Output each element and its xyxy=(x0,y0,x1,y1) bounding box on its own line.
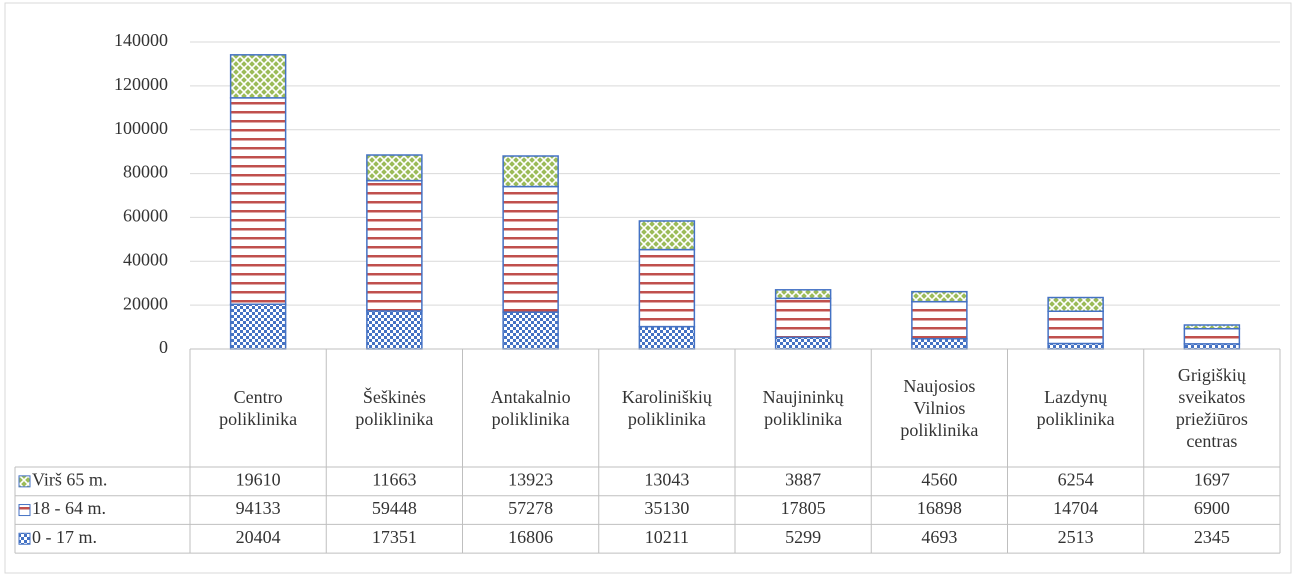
bar-segment xyxy=(502,311,559,350)
bar-segment xyxy=(366,154,423,182)
table-value: 13923 xyxy=(508,469,553,489)
bar-segment xyxy=(1047,296,1104,312)
legend-key xyxy=(18,532,31,545)
table-value: 5299 xyxy=(785,527,821,547)
table-value: 11663 xyxy=(372,469,416,489)
table-value: 1697 xyxy=(1194,469,1230,489)
table-value: 16898 xyxy=(917,498,962,518)
bar-segment xyxy=(638,325,696,350)
bar-segment xyxy=(638,220,696,251)
table-value: 59448 xyxy=(372,498,417,518)
table-value: 10211 xyxy=(645,527,689,547)
table-value: 4560 xyxy=(921,469,957,489)
legend-key xyxy=(18,504,31,517)
bar-segment xyxy=(366,310,423,350)
legend-label: 0 - 17 m. xyxy=(32,527,97,547)
legend-label: Virš 65 m. xyxy=(32,469,107,489)
table-value: 19610 xyxy=(236,469,281,489)
bar-segment xyxy=(229,303,287,350)
table-value: 35130 xyxy=(644,498,689,518)
category-label: Antakalnio poliklinika xyxy=(490,387,571,429)
bar-segment xyxy=(366,179,423,312)
bar-segment xyxy=(502,155,559,188)
bar-segment xyxy=(1047,310,1104,345)
table-value: 6900 xyxy=(1194,498,1230,518)
table-value: 13043 xyxy=(644,469,689,489)
bar-segment xyxy=(774,289,832,300)
bar-segment xyxy=(229,97,287,306)
category-label: Grigiškių sveikatos priežiūros centras xyxy=(1175,365,1248,451)
table-value: 94133 xyxy=(236,498,281,518)
y-tick-label: 140000 xyxy=(114,30,168,50)
table-value: 2513 xyxy=(1058,527,1094,547)
y-tick-label: 60000 xyxy=(123,206,168,226)
category-label: Lazdynų poliklinika xyxy=(1036,387,1115,429)
category-label: Karoliniškių poliklinika xyxy=(621,387,712,429)
category-label: Šeškinės poliklinika xyxy=(355,387,434,429)
y-tick-label: 80000 xyxy=(123,162,168,182)
bar-segment xyxy=(229,54,287,99)
bar-segment xyxy=(774,336,832,350)
bar-segment xyxy=(1183,327,1241,345)
table-value: 3887 xyxy=(785,469,821,489)
legend-label: 18 - 64 m. xyxy=(32,498,106,518)
category-label: Naujininkų poliklinika xyxy=(762,387,844,429)
category-label: Centro poliklinika xyxy=(219,387,298,429)
legend-key xyxy=(18,475,31,488)
bar-segment xyxy=(911,337,968,350)
table-value: 57278 xyxy=(508,498,553,518)
bar-segment xyxy=(638,248,696,328)
y-tick-label: 20000 xyxy=(123,293,168,313)
y-tick-label: 120000 xyxy=(114,74,168,94)
table-value: 4693 xyxy=(921,527,957,547)
bar-segment xyxy=(911,300,968,340)
table-value: 20404 xyxy=(236,527,281,547)
bar-segment xyxy=(774,297,832,339)
table-value: 17351 xyxy=(372,527,417,547)
chart-border xyxy=(4,2,1292,574)
table-value: 14704 xyxy=(1053,498,1098,518)
category-label: Naujosios Vilnios poliklinika xyxy=(900,376,979,440)
table-value: 2345 xyxy=(1194,527,1230,547)
table-value: 17805 xyxy=(781,498,826,518)
y-tick-label: 100000 xyxy=(114,118,168,138)
bar-segment xyxy=(911,290,968,303)
bar-segment xyxy=(502,185,559,313)
bar-segment xyxy=(1183,324,1241,330)
y-tick-label: 40000 xyxy=(123,249,168,269)
table-value: 6254 xyxy=(1058,469,1094,489)
table-value: 16806 xyxy=(508,527,553,547)
y-tick-label: 0 xyxy=(159,337,168,357)
